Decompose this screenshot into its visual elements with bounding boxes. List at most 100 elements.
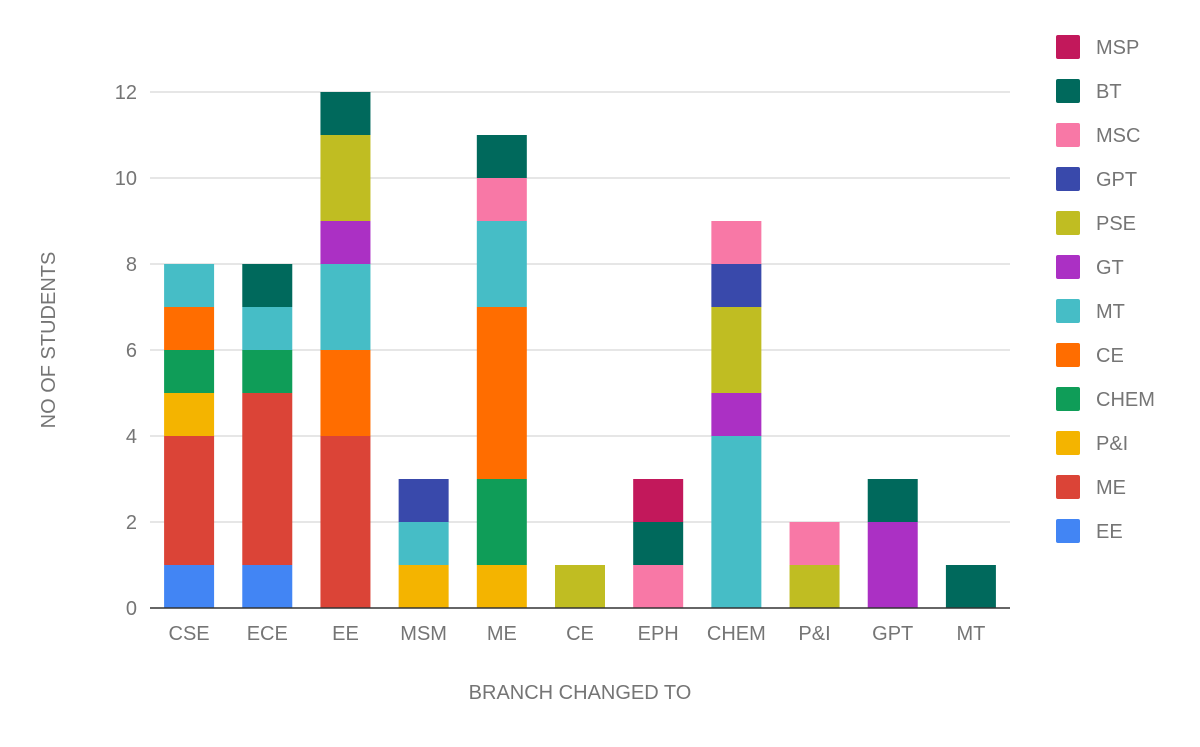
- y-tick-label: 10: [115, 168, 137, 190]
- legend-label: EE: [1096, 521, 1123, 543]
- bar-segment-CHEM-GT[interactable]: [711, 393, 762, 436]
- legend-swatch: [1056, 167, 1080, 191]
- legend-item-MT[interactable]: MT: [1056, 299, 1125, 323]
- legend-swatch: [1056, 123, 1080, 147]
- legend-label: GPT: [1096, 169, 1137, 191]
- bar-segment-EE-PSE[interactable]: [320, 135, 371, 221]
- legend-item-MSP[interactable]: MSP: [1056, 35, 1139, 59]
- y-tick-labels: 0 2 4 6 8 10 12: [115, 82, 137, 620]
- bars: [164, 92, 996, 608]
- legend-item-CE[interactable]: CE: [1056, 343, 1124, 367]
- x-tick-label: EE: [332, 623, 359, 645]
- bar-segment-CSE-ME[interactable]: [164, 436, 215, 565]
- y-tick-label: 2: [126, 512, 137, 534]
- bar-segment-MT-BT[interactable]: [945, 565, 996, 608]
- legend-label: BT: [1096, 81, 1122, 103]
- legend-item-PSE[interactable]: PSE: [1056, 211, 1136, 235]
- y-tick-label: 8: [126, 254, 137, 276]
- bar-segment-EE-MT[interactable]: [320, 264, 371, 350]
- legend-label: CHEM: [1096, 389, 1155, 411]
- bar-segment-MSM-GPT[interactable]: [398, 479, 449, 522]
- legend-swatch: [1056, 299, 1080, 323]
- legend-item-GPT[interactable]: GPT: [1056, 167, 1137, 191]
- bar-segment-EE-ME[interactable]: [320, 436, 371, 608]
- bar-segment-EE-GT[interactable]: [320, 221, 371, 264]
- bar-segment-CE-PSE[interactable]: [555, 565, 605, 608]
- legend-swatch: [1056, 255, 1080, 279]
- legend-label: MT: [1096, 301, 1125, 323]
- bar-segment-ECE-EE[interactable]: [242, 565, 293, 608]
- bar-segment-EPH-BT[interactable]: [633, 522, 684, 565]
- legend-item-P&I[interactable]: P&I: [1056, 431, 1128, 455]
- legend-swatch: [1056, 35, 1080, 59]
- bar-segment-MSM-P&I[interactable]: [398, 565, 449, 608]
- legend-label: ME: [1096, 477, 1126, 499]
- x-axis-label: BRANCH CHANGED TO: [469, 682, 692, 704]
- legend-swatch: [1056, 387, 1080, 411]
- legend-label: MSP: [1096, 37, 1139, 59]
- legend-swatch: [1056, 79, 1080, 103]
- bar-segment-ME-CHEM[interactable]: [476, 479, 527, 565]
- legend-label: P&I: [1096, 433, 1128, 455]
- bar-segment-ME-CE[interactable]: [476, 307, 527, 479]
- bar-segment-P&I-MSC[interactable]: [789, 522, 840, 565]
- bar-segment-CSE-CHEM[interactable]: [164, 350, 215, 393]
- legend-item-BT[interactable]: BT: [1056, 79, 1122, 103]
- x-tick-labels: CSE ECE EE MSM ME CE EPH CHEM P&I GPT MT: [169, 623, 986, 645]
- legend-swatch: [1056, 431, 1080, 455]
- bar-segment-ME-MSC[interactable]: [476, 178, 527, 221]
- legend: MSP BT MSC GPT PSE GT MT CE CHEM P&I ME EE: [1056, 35, 1155, 543]
- y-tick-label: 4: [126, 426, 137, 448]
- bar-segment-ME-BT[interactable]: [476, 135, 527, 178]
- legend-swatch: [1056, 475, 1080, 499]
- legend-item-MSC[interactable]: MSC: [1056, 123, 1140, 147]
- x-tick-label: CSE: [169, 623, 210, 645]
- bar-segment-CSE-CE[interactable]: [164, 307, 215, 350]
- legend-swatch: [1056, 519, 1080, 543]
- bar-segment-GPT-BT[interactable]: [867, 479, 918, 522]
- bar-segment-ECE-BT[interactable]: [242, 264, 293, 307]
- legend-item-ME[interactable]: ME: [1056, 475, 1126, 499]
- bar-segment-EPH-MSP[interactable]: [633, 479, 684, 522]
- x-tick-label: MSM: [400, 623, 447, 645]
- legend-item-EE[interactable]: EE: [1056, 519, 1123, 543]
- x-tick-label: CE: [566, 623, 594, 645]
- x-tick-label: ECE: [247, 623, 288, 645]
- legend-label: PSE: [1096, 213, 1136, 235]
- y-tick-label: 0: [126, 598, 137, 620]
- x-tick-label: P&I: [798, 623, 830, 645]
- legend-swatch: [1056, 211, 1080, 235]
- legend-item-GT[interactable]: GT: [1056, 255, 1124, 279]
- legend-label: CE: [1096, 345, 1124, 367]
- legend-label: MSC: [1096, 125, 1140, 147]
- bar-segment-ME-P&I[interactable]: [476, 565, 527, 608]
- y-axis-label: NO OF STUDENTS: [38, 252, 60, 429]
- x-tick-label: EPH: [638, 623, 679, 645]
- bar-segment-CHEM-PSE[interactable]: [711, 307, 762, 393]
- bar-segment-ME-MT[interactable]: [476, 221, 527, 307]
- bar-segment-ECE-CHEM[interactable]: [242, 350, 293, 393]
- gridlines: [150, 91, 1010, 523]
- y-tick-label: 12: [115, 82, 137, 104]
- bar-segment-CSE-MT[interactable]: [164, 264, 215, 307]
- legend-label: GT: [1096, 257, 1124, 279]
- bar-segment-P&I-PSE[interactable]: [789, 565, 840, 608]
- x-tick-label: CHEM: [707, 623, 766, 645]
- legend-swatch: [1056, 343, 1080, 367]
- legend-item-CHEM[interactable]: CHEM: [1056, 387, 1155, 411]
- bar-segment-CHEM-GPT[interactable]: [711, 264, 762, 307]
- bar-segment-CSE-P&I[interactable]: [164, 393, 215, 436]
- bar-segment-EE-BT[interactable]: [320, 92, 371, 135]
- bar-segment-CHEM-MT[interactable]: [711, 436, 762, 608]
- bar-segment-EE-CE[interactable]: [320, 350, 371, 436]
- bar-segment-CHEM-MSC[interactable]: [711, 221, 762, 264]
- x-tick-label: MT: [956, 623, 985, 645]
- bar-segment-ECE-MT[interactable]: [242, 307, 293, 350]
- x-tick-label: GPT: [872, 623, 913, 645]
- bar-segment-ECE-ME[interactable]: [242, 393, 293, 565]
- bar-segment-GPT-GT[interactable]: [867, 522, 918, 608]
- bar-segment-EPH-MSC[interactable]: [633, 565, 684, 608]
- bar-segment-MSM-MT[interactable]: [398, 522, 449, 565]
- bar-segment-CSE-EE[interactable]: [164, 565, 215, 608]
